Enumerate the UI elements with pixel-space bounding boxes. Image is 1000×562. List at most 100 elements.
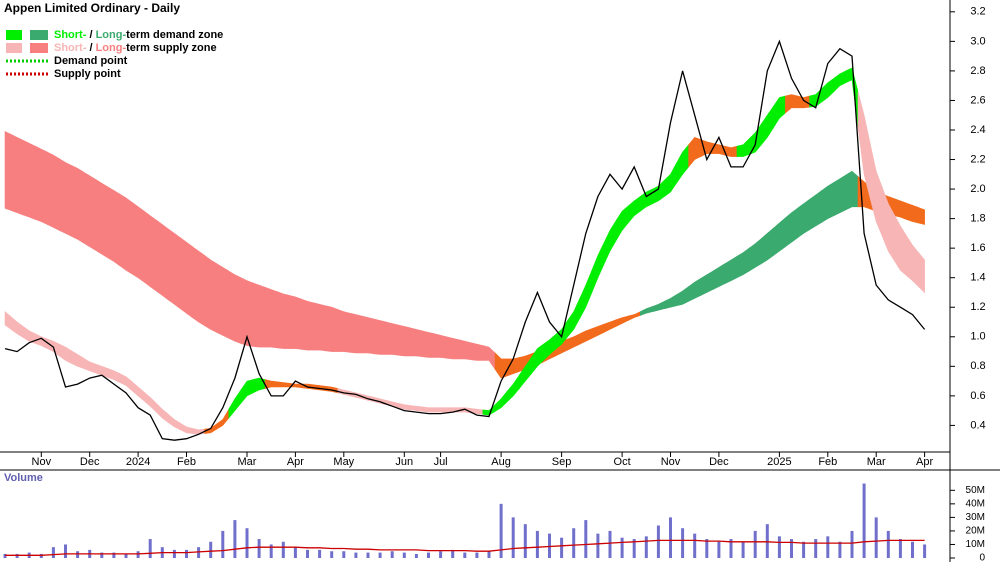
volume-bar — [911, 541, 914, 558]
legend-long: Long- — [96, 42, 127, 54]
volume-bar — [427, 552, 430, 558]
volume-bar — [717, 541, 721, 558]
zone-slice — [71, 164, 84, 244]
volume-bar — [330, 551, 334, 558]
zone-slice — [446, 336, 460, 360]
volume-bar — [209, 541, 213, 558]
volume-bar — [741, 541, 745, 558]
volume-bar — [487, 551, 491, 558]
volume-bar — [838, 541, 842, 558]
volume-bar — [548, 533, 551, 558]
volume-bar — [378, 552, 382, 558]
zone-slice — [204, 254, 218, 333]
volume-bar — [705, 539, 709, 558]
volume-bar — [221, 530, 225, 558]
volume-bar — [15, 553, 19, 558]
y-tick-label: 40M — [966, 498, 985, 509]
volume-layer — [3, 483, 927, 558]
legend-swatch — [30, 43, 48, 53]
zones — [4, 67, 925, 435]
volume-bar — [560, 537, 564, 558]
volume-bar — [826, 536, 830, 558]
x-tick-label: Feb — [177, 456, 196, 468]
volume-bar — [862, 483, 866, 558]
legend-sep: / — [86, 29, 95, 41]
volume-bar — [136, 551, 140, 558]
volume-title: Volume — [4, 472, 43, 484]
y-tick-label: 1.2 — [970, 301, 985, 313]
x-tick-label: Apr — [916, 456, 933, 468]
volume-bar — [523, 524, 527, 558]
zone-slice — [422, 406, 435, 413]
volume-bar — [269, 544, 273, 558]
volume-average — [5, 539, 925, 556]
zone-slice — [845, 170, 859, 211]
legend-sep: / — [86, 42, 95, 54]
volume-bar — [318, 549, 322, 558]
volume-bar — [511, 517, 515, 558]
volume-bar — [463, 552, 467, 558]
volume-bar — [898, 539, 902, 558]
y-tick-label: 1.6 — [970, 242, 985, 254]
x-tick-label: Jul — [434, 456, 448, 468]
volume-bar — [632, 539, 636, 558]
zone-slice — [349, 312, 363, 354]
zone-slice — [10, 133, 24, 216]
volume-bar — [499, 503, 503, 558]
volume-bar — [681, 528, 685, 558]
legend-long: Long- — [96, 29, 127, 41]
x-tick-label: Jun — [395, 456, 413, 468]
volume-bar — [306, 549, 309, 558]
zone-slice — [797, 95, 810, 109]
zone-slice — [22, 139, 36, 220]
volume-bar — [850, 530, 854, 558]
zone-slice — [422, 330, 435, 358]
x-tick-label: Dec — [80, 456, 100, 468]
zone-slice — [192, 246, 205, 327]
volume-bar — [777, 536, 781, 558]
zone-slice — [918, 207, 925, 225]
y-tick-label: 1.4 — [970, 272, 985, 284]
volume-bar — [112, 552, 116, 558]
zone-slice — [180, 237, 193, 319]
y-tick-label: 2.8 — [970, 65, 985, 77]
volume-bar — [535, 530, 539, 558]
volume-bar — [257, 539, 261, 558]
volume-bar — [39, 553, 43, 558]
legend-label: Demand point — [54, 55, 128, 67]
volume-bar — [656, 525, 660, 558]
zone-slice — [83, 171, 97, 251]
zone-slice — [301, 298, 314, 351]
zone-slice — [470, 342, 484, 361]
y-tick-label: 3.2 — [970, 6, 985, 18]
volume-bar — [753, 530, 757, 558]
y-tick-label: 3.0 — [970, 35, 985, 47]
volume-bar — [439, 551, 443, 558]
volume-bar — [669, 517, 672, 558]
volume-bar — [402, 552, 406, 558]
zone-slice — [288, 295, 302, 350]
volume-bar — [802, 541, 806, 558]
volume-bar — [76, 551, 80, 558]
x-tick-label: Nov — [32, 456, 52, 468]
x-tick-label: Nov — [661, 456, 681, 468]
legend-short: Short- — [54, 29, 87, 41]
y-tick-label: 0.8 — [970, 360, 985, 372]
x-tick-label: May — [333, 456, 354, 468]
volume-bar — [693, 533, 697, 558]
volume-bar — [923, 544, 927, 558]
zone-slice — [59, 158, 72, 237]
x-tick-label: Mar — [867, 456, 886, 468]
zone-slice — [264, 286, 278, 349]
volume-bar — [172, 549, 176, 558]
zone-slice — [409, 327, 423, 358]
volume-bar — [354, 552, 358, 558]
volume-bar — [814, 539, 818, 558]
legend-swatch — [6, 43, 22, 53]
volume-bar — [596, 533, 600, 558]
y-tick-label: 0.4 — [970, 419, 985, 431]
x-tick-label: 2024 — [126, 456, 150, 468]
x-tick-label: Sep — [552, 456, 572, 468]
